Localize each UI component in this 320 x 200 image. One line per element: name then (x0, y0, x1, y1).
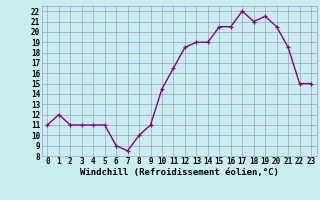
X-axis label: Windchill (Refroidissement éolien,°C): Windchill (Refroidissement éolien,°C) (80, 168, 279, 177)
